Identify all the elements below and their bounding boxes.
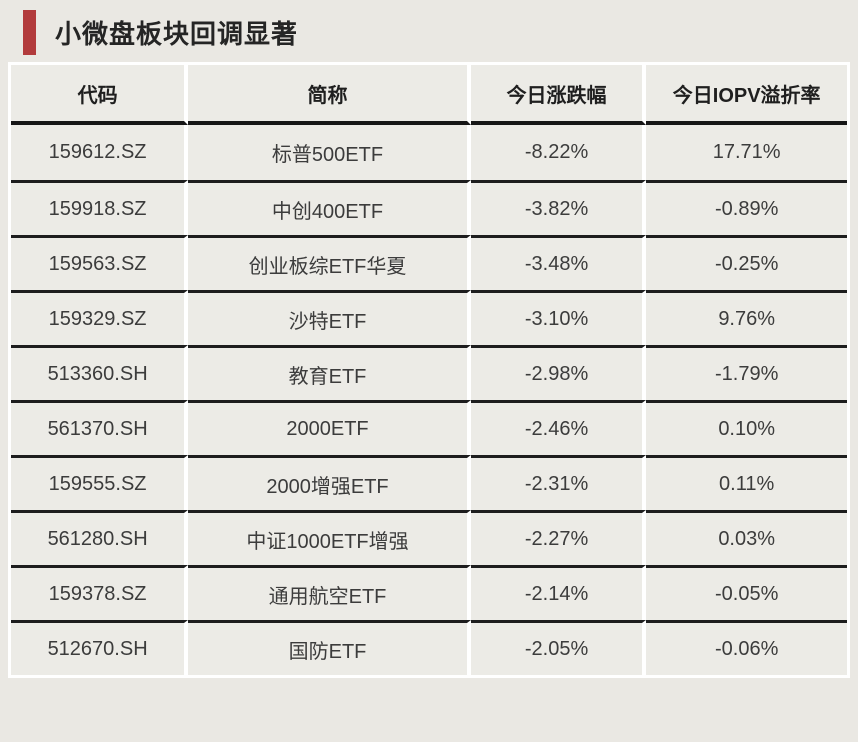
column-header-name: 简称 bbox=[188, 65, 471, 125]
change-cell: -2.05% bbox=[470, 620, 647, 675]
column-header-iopv: 今日IOPV溢折率 bbox=[646, 65, 847, 125]
etf-table: 代码 简称 今日涨跌幅 今日IOPV溢折率 159612.SZ 标普500ETF… bbox=[11, 65, 847, 675]
name-cell: 中证1000ETF增强 bbox=[188, 510, 471, 565]
iopv-cell: -0.05% bbox=[646, 565, 847, 620]
table-row: 159555.SZ 2000增强ETF -2.31% 0.11% bbox=[11, 455, 847, 510]
iopv-cell: 0.10% bbox=[646, 400, 847, 455]
table-row: 512670.SH 国防ETF -2.05% -0.06% bbox=[11, 620, 847, 675]
table-row: 159612.SZ 标普500ETF -8.22% 17.71% bbox=[11, 125, 847, 180]
iopv-cell: -0.25% bbox=[646, 235, 847, 290]
name-cell: 2000增强ETF bbox=[188, 455, 471, 510]
change-cell: -3.48% bbox=[470, 235, 647, 290]
code-cell: 159612.SZ bbox=[11, 125, 189, 180]
code-cell: 159555.SZ bbox=[11, 455, 189, 510]
table-row: 159378.SZ 通用航空ETF -2.14% -0.05% bbox=[11, 565, 847, 620]
name-cell: 通用航空ETF bbox=[188, 565, 471, 620]
code-cell: 159378.SZ bbox=[11, 565, 189, 620]
red-accent-bar bbox=[23, 10, 36, 55]
iopv-cell: -1.79% bbox=[646, 345, 847, 400]
table-row: 561370.SH 2000ETF -2.46% 0.10% bbox=[11, 400, 847, 455]
iopv-cell: -0.89% bbox=[646, 180, 847, 235]
name-cell: 中创400ETF bbox=[188, 180, 471, 235]
section-header: 小微盘板块回调显著 bbox=[0, 0, 858, 58]
table-body: 159612.SZ 标普500ETF -8.22% 17.71% 159918.… bbox=[11, 125, 847, 675]
name-cell: 标普500ETF bbox=[188, 125, 471, 180]
table-header-row: 代码 简称 今日涨跌幅 今日IOPV溢折率 bbox=[11, 65, 847, 125]
iopv-cell: 0.03% bbox=[646, 510, 847, 565]
iopv-cell: 17.71% bbox=[646, 125, 847, 180]
code-cell: 561280.SH bbox=[11, 510, 189, 565]
code-cell: 513360.SH bbox=[11, 345, 189, 400]
name-cell: 创业板综ETF华夏 bbox=[188, 235, 471, 290]
change-cell: -3.82% bbox=[470, 180, 647, 235]
table-row: 159918.SZ 中创400ETF -3.82% -0.89% bbox=[11, 180, 847, 235]
table-header: 代码 简称 今日涨跌幅 今日IOPV溢折率 bbox=[11, 65, 847, 125]
change-cell: -2.46% bbox=[470, 400, 647, 455]
name-cell: 国防ETF bbox=[188, 620, 471, 675]
table-row: 159563.SZ 创业板综ETF华夏 -3.48% -0.25% bbox=[11, 235, 847, 290]
change-cell: -2.98% bbox=[470, 345, 647, 400]
code-cell: 159563.SZ bbox=[11, 235, 189, 290]
change-cell: -8.22% bbox=[470, 125, 647, 180]
code-cell: 512670.SH bbox=[11, 620, 189, 675]
table-row: 159329.SZ 沙特ETF -3.10% 9.76% bbox=[11, 290, 847, 345]
iopv-cell: 0.11% bbox=[646, 455, 847, 510]
table-row: 561280.SH 中证1000ETF增强 -2.27% 0.03% bbox=[11, 510, 847, 565]
column-header-change: 今日涨跌幅 bbox=[470, 65, 647, 125]
etf-table-container: 代码 简称 今日涨跌幅 今日IOPV溢折率 159612.SZ 标普500ETF… bbox=[8, 62, 850, 678]
change-cell: -2.14% bbox=[470, 565, 647, 620]
column-header-code: 代码 bbox=[11, 65, 189, 125]
table-row: 513360.SH 教育ETF -2.98% -1.79% bbox=[11, 345, 847, 400]
name-cell: 2000ETF bbox=[188, 400, 471, 455]
change-cell: -2.31% bbox=[470, 455, 647, 510]
iopv-cell: 9.76% bbox=[646, 290, 847, 345]
code-cell: 159329.SZ bbox=[11, 290, 189, 345]
name-cell: 沙特ETF bbox=[188, 290, 471, 345]
change-cell: -3.10% bbox=[470, 290, 647, 345]
iopv-cell: -0.06% bbox=[646, 620, 847, 675]
code-cell: 561370.SH bbox=[11, 400, 189, 455]
change-cell: -2.27% bbox=[470, 510, 647, 565]
code-cell: 159918.SZ bbox=[11, 180, 189, 235]
page-title: 小微盘板块回调显著 bbox=[55, 19, 299, 49]
name-cell: 教育ETF bbox=[188, 345, 471, 400]
